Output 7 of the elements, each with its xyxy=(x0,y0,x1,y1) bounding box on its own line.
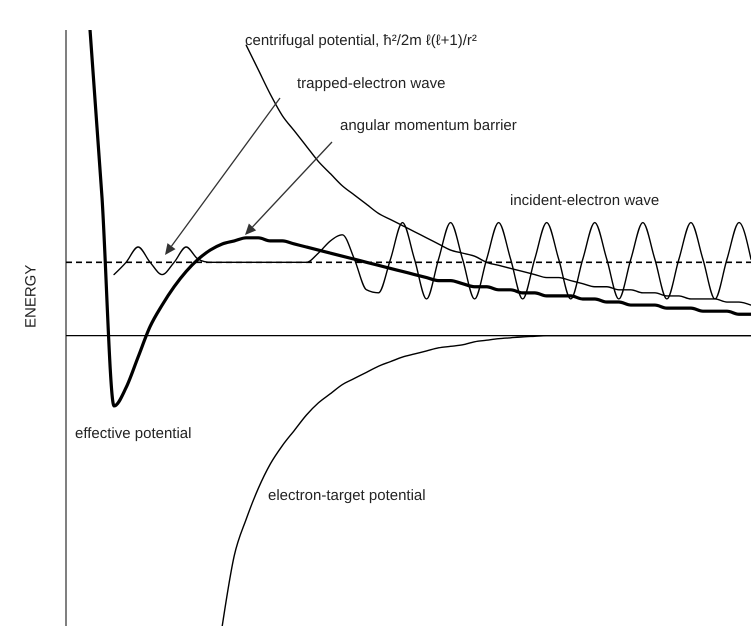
series-label: centrifugal potential, ħ²/2m ℓ(ℓ+1)/r² xyxy=(245,32,477,49)
series-label: electron-target potential xyxy=(268,487,426,504)
annotation: trapped-electron wave xyxy=(297,75,446,92)
annotation: angular momentum barrier xyxy=(340,117,517,134)
text: effective potential xyxy=(75,425,192,442)
y-axis-title: ENERGY xyxy=(22,264,40,328)
series-label: incident-electron wave xyxy=(510,192,660,209)
